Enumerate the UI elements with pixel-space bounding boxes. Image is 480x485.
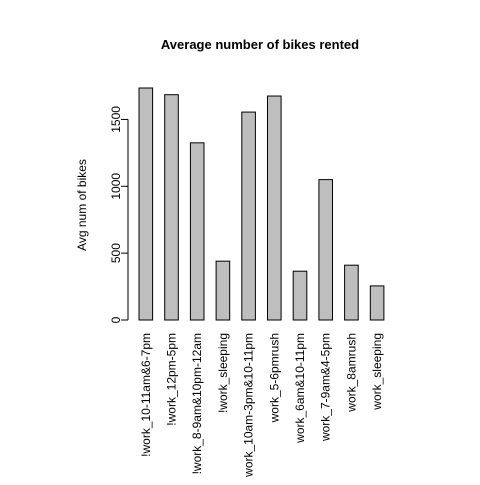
bars-layer: [138, 87, 385, 321]
x-tick-label: work_8amrush: [344, 333, 358, 413]
x-tick-label: !work_10-11am&6-7pm: [139, 333, 153, 457]
chart-title: Average number of bikes rented: [161, 37, 359, 52]
bar-4: [241, 111, 256, 321]
x-tick-label: work_sleeping: [370, 333, 384, 411]
bar-3: [215, 260, 231, 321]
y-tick-label: 1500: [109, 106, 123, 133]
x-tick-label: !work_12pm-5pm: [165, 333, 179, 426]
bar-5: [267, 95, 282, 321]
bar-0: [138, 87, 154, 321]
bar-8: [344, 264, 359, 321]
x-tick-label: work_5-6pmrush: [267, 333, 281, 423]
y-tick-label: 0: [109, 316, 123, 323]
x-tick-label: !work_8-9am&10pm-12am: [190, 333, 204, 474]
bar-7: [318, 179, 333, 321]
x-tick-label: work_6am&10-11pm: [293, 333, 307, 444]
x-tick-label: work_10am-3pm&10-11pm: [242, 333, 256, 478]
bar-2: [189, 142, 205, 321]
x-tick-label: !work_sleeping: [216, 333, 230, 413]
bar-1: [164, 94, 179, 321]
bar-9: [369, 285, 385, 321]
y-tick-label: 500: [109, 243, 123, 263]
x-tick-label: work_7-9am&4-5pm: [319, 333, 333, 442]
x-axis-labels: !work_10-11am&6-7pm !work_12pm-5pm !work_8…: [139, 333, 384, 478]
y-tick-label: 1000: [109, 173, 123, 200]
bar-6: [292, 270, 308, 321]
y-axis-title: Avg num of bikes: [75, 159, 89, 251]
y-axis: 0 500 1000 1500: [109, 106, 129, 323]
